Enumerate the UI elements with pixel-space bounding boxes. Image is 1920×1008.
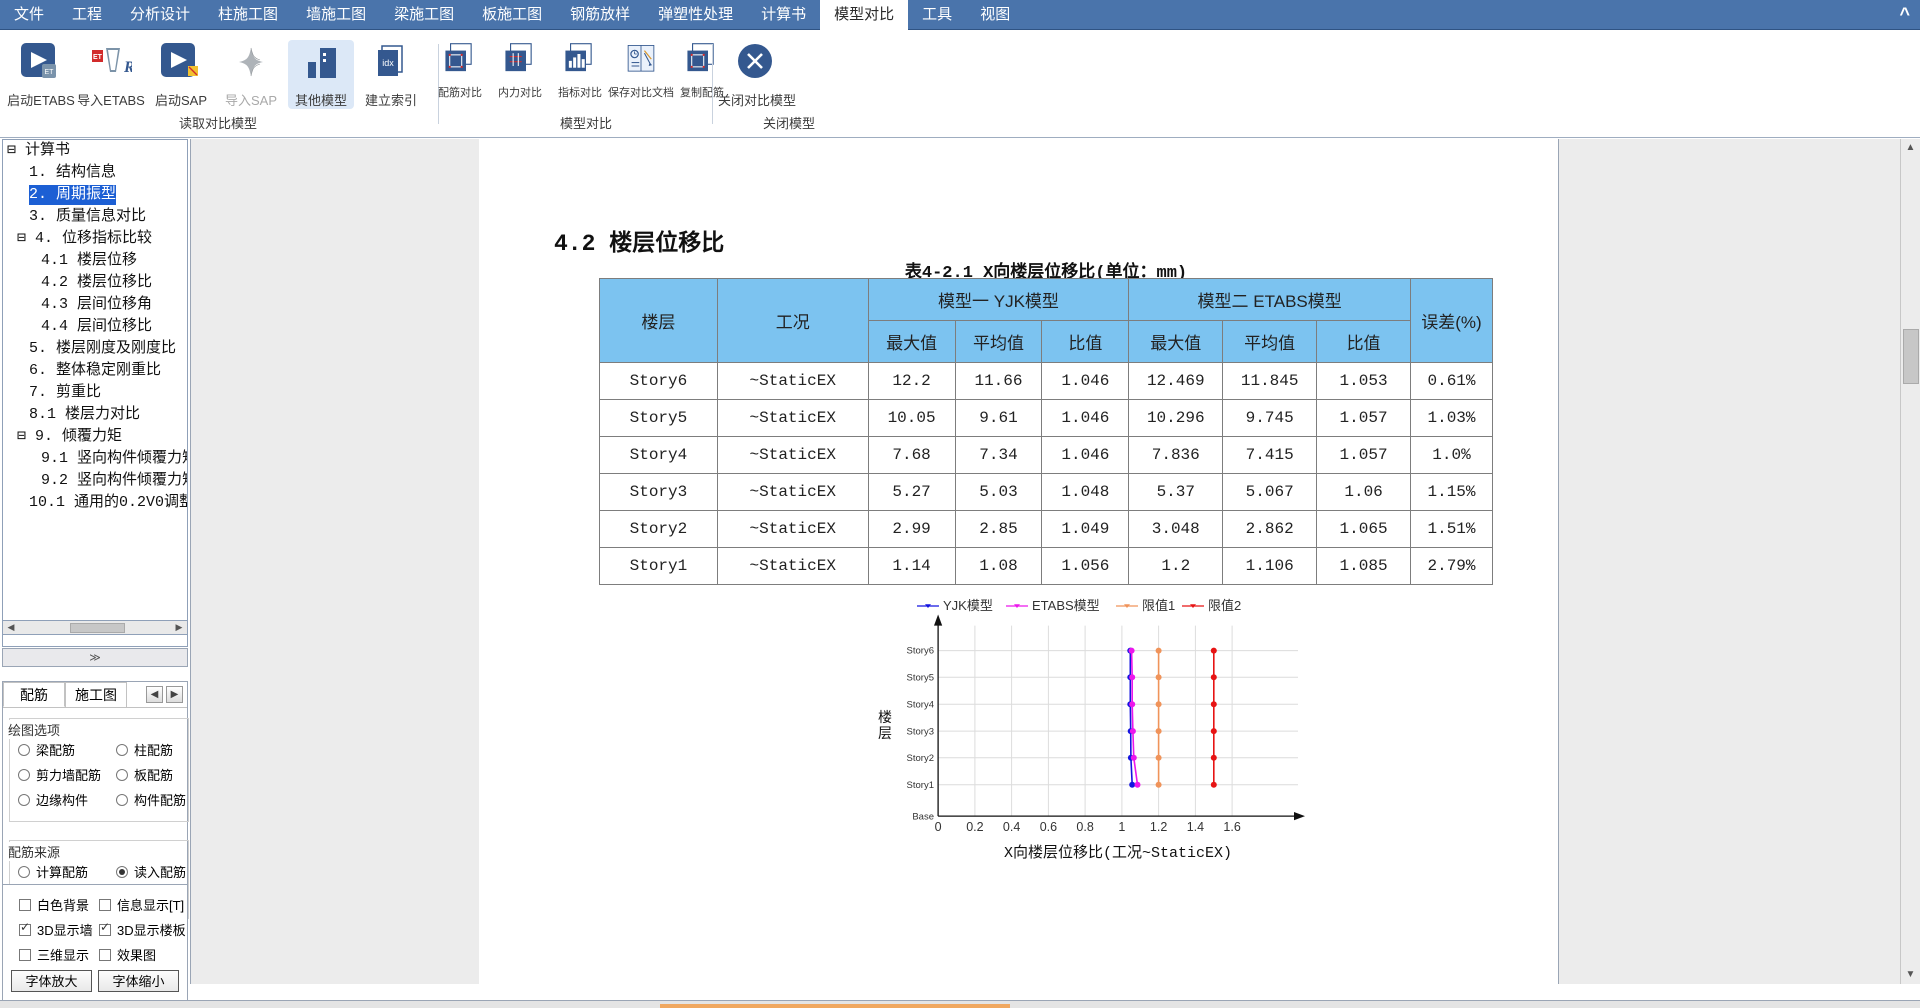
svg-text:1.6: 1.6 [1223,820,1240,834]
svg-text:Story6: Story6 [907,646,934,657]
svg-text:限值1: 限值1 [1142,598,1175,613]
svg-text:ET: ET [93,54,103,61]
svg-text:Story1: Story1 [907,780,934,791]
svg-text:Story4: Story4 [907,700,934,711]
svg-text:idx: idx [382,58,394,68]
svg-text:0: 0 [935,820,942,834]
svg-text:0.6: 0.6 [1040,820,1057,834]
svg-text:0.4: 0.4 [1003,820,1020,834]
svg-text:0.8: 0.8 [1076,820,1093,834]
svg-text:ET: ET [45,69,55,76]
svg-text:1.2: 1.2 [1150,820,1167,834]
svg-text:Story3: Story3 [907,727,934,738]
svg-text:0.2: 0.2 [966,820,983,834]
svg-text:1.4: 1.4 [1187,820,1204,834]
svg-text:Story2: Story2 [907,753,934,764]
svg-text:R: R [123,59,132,76]
svg-text:X向楼层位移比(工况~StaticEX): X向楼层位移比(工况~StaticEX) [1004,844,1232,862]
svg-text:Story5: Story5 [907,673,934,684]
svg-text:限值2: 限值2 [1208,598,1241,613]
svg-text:Base: Base [912,812,934,823]
svg-text:ETABS模型: ETABS模型 [1032,598,1100,613]
svg-text:1: 1 [1118,820,1125,834]
svg-text:YJK模型: YJK模型 [943,598,993,613]
